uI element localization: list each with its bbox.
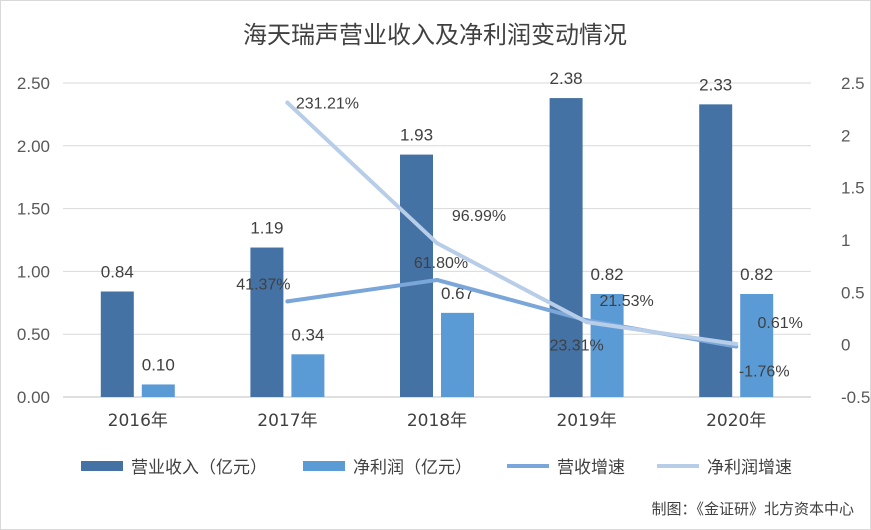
line-data-label: 21.53% (599, 293, 653, 310)
bar (250, 247, 284, 397)
y-right-tick-label: 0.5 (841, 283, 865, 302)
legend-label: 营业收入（亿元） (131, 458, 267, 478)
series-point (734, 342, 739, 347)
x-tick-label: 2018年 (407, 411, 467, 431)
x-tick-label: 2019年 (556, 411, 616, 431)
series-point (435, 277, 439, 282)
y-left-tick-label: 0.50 (17, 325, 50, 344)
bar-data-label: 0.84 (101, 262, 134, 281)
legend-label: 净利润（亿元） (353, 458, 472, 478)
line-data-label: 0.61% (758, 315, 803, 332)
legend-label: 营收增速 (557, 458, 625, 478)
series-line (285, 277, 739, 349)
bar (590, 294, 624, 397)
series-point (285, 100, 290, 105)
y-right-tick-label: 2.5 (841, 74, 865, 93)
x-tick-label: 2017年 (257, 411, 317, 431)
line-data-label: 231.21% (296, 96, 359, 113)
y-right-tick-label: 2 (841, 126, 850, 145)
bar (400, 154, 433, 397)
x-tick-label: 2020年 (706, 411, 766, 431)
bar-data-label: 2.33 (699, 75, 732, 94)
y-left-tick-label: 2.00 (17, 137, 50, 156)
line-data-label: -1.76% (739, 364, 790, 381)
y-left-tick-label: 1.50 (17, 200, 50, 219)
series-point (435, 241, 439, 246)
bar (291, 354, 325, 397)
y-left-tick-label: 1.00 (17, 262, 50, 281)
bar-data-label: 0.82 (740, 265, 773, 284)
bar-data-label: 0.82 (591, 265, 624, 284)
y-left-tick-label: 2.50 (17, 74, 50, 93)
bar (100, 291, 134, 397)
y-right-tick-label: -0.5 (841, 388, 870, 407)
legend-swatch (303, 461, 345, 471)
x-tick-label: 2016年 (108, 411, 168, 431)
line-data-label: 96.99% (452, 208, 506, 225)
bar (141, 384, 175, 397)
bar-data-label: 2.38 (550, 69, 583, 88)
bar (441, 312, 474, 397)
y-right-tick-label: 1.5 (841, 179, 865, 198)
line-data-label: 23.31% (549, 337, 603, 354)
bar-data-label: 0.34 (291, 325, 324, 344)
bar (699, 104, 733, 398)
bar-data-label: 0.10 (142, 355, 175, 374)
y-left-tick-label: 0.00 (17, 388, 50, 407)
bar (549, 98, 583, 398)
bar (740, 294, 774, 397)
chart-title: 海天瑞声营业收入及净利润变动情况 (243, 21, 627, 49)
line-data-label: 61.80% (414, 255, 468, 272)
series-line (285, 100, 739, 347)
y-right-tick-label: 1 (841, 231, 850, 250)
legend-swatch (81, 461, 123, 471)
legend-label: 净利润增速 (707, 458, 792, 478)
bar-data-label: 1.93 (400, 126, 433, 145)
series-point (584, 320, 589, 325)
y-right-tick-label: 0 (841, 336, 850, 355)
line-data-label: 41.37% (236, 276, 290, 293)
bar-data-label: 1.19 (250, 219, 283, 238)
series-point (285, 299, 290, 304)
credit-text: 制图：《金证研》北方资本中心 (651, 500, 854, 518)
